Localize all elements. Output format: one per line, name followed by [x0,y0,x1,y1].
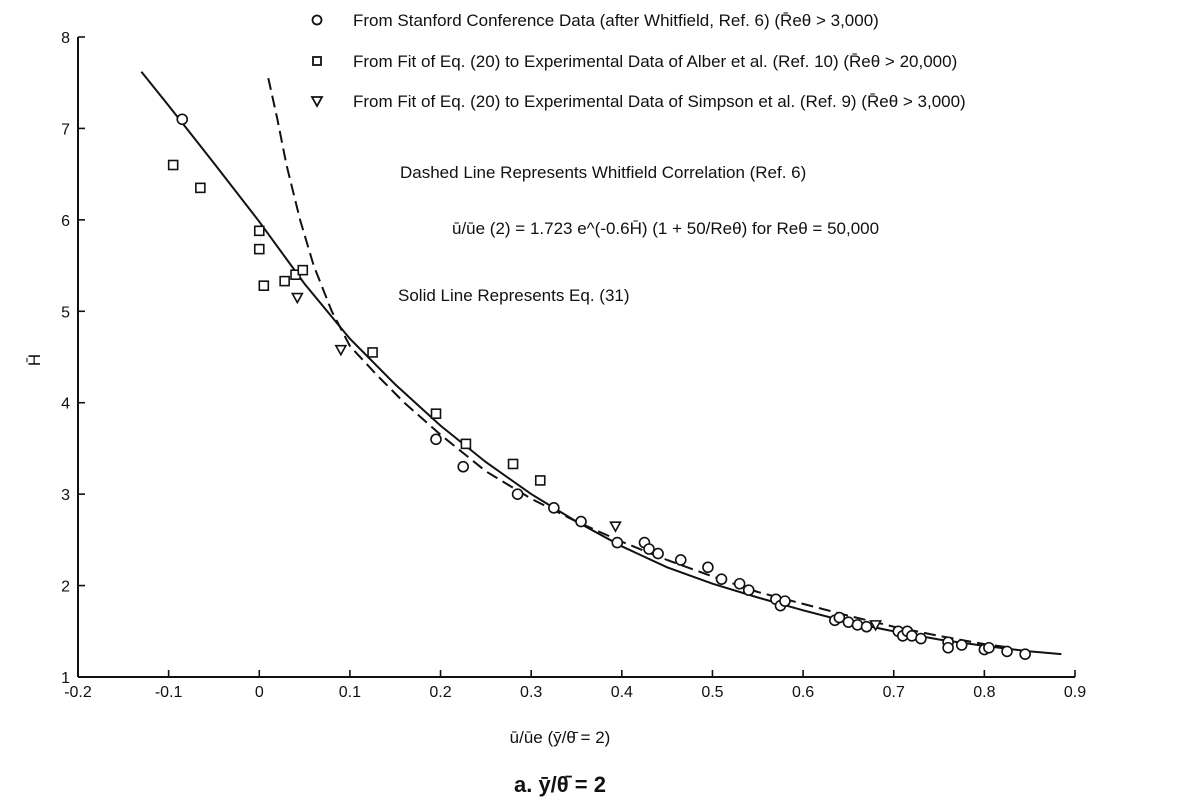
legend-entry-alber: From Fit of Eq. (20) to Experimental Dat… [353,52,957,71]
solid-line-note: Solid Line Represents Eq. (31) [398,286,630,305]
x-tick-label: -0.2 [64,684,92,701]
x-tick-label: 0.2 [429,684,451,701]
stanford-data-point [860,620,873,633]
x-tick-label: 0.9 [1064,684,1086,701]
whitfield-correlation-line [267,77,1012,649]
whitfield-equation: ū/ūe (2) = 1.723 e^(-0.6H̄) (1 + 50/Reθ)… [452,219,879,238]
alber-data-point [507,458,519,470]
x-tick-label: 0.3 [520,684,542,701]
x-tick-label: 0.5 [701,684,723,701]
legend-entry-simpson: From Fit of Eq. (20) to Experimental Dat… [353,92,966,111]
y-tick-label: 7 [61,121,70,138]
stanford-data-point [611,536,624,549]
data-markers [167,113,1031,660]
stanford-data-point [511,488,524,500]
x-axis-label: ū/ūe (ȳ/θ̄ = 2) [510,728,611,747]
alber-data-point [253,243,265,255]
alber-data-point [279,275,290,287]
dashed-line-note: Dashed Line Represents Whitfield Correla… [400,163,806,182]
alber-data-point [195,182,206,194]
stanford-data-point [702,561,714,574]
stanford-data-point [548,502,560,514]
x-tick-label: -0.1 [155,684,183,701]
stanford-data-point [674,554,687,566]
alber-data-point [430,408,442,419]
y-axis-label: H̄ [25,354,44,366]
alber-data-point [297,264,309,276]
stanford-data-point [715,573,728,585]
x-tick-label: 0.1 [339,684,361,701]
y-tick-label: 4 [61,396,70,413]
stanford-data-point [430,433,442,446]
figure-caption: a. ȳ/θ̄ = 2 [514,772,606,797]
stanford-data-point [1001,645,1013,658]
stanford-data-point [1019,648,1031,660]
y-tick-label: 5 [61,304,70,321]
stanford-data-point [742,584,755,596]
y-tick-label: 2 [61,579,70,596]
stanford-data-point [833,611,846,624]
simpson-data-point [334,344,348,357]
alber-data-point [460,438,472,450]
y-tick-label: 3 [61,487,70,504]
alber-data-point [167,159,179,171]
stanford-data-point [643,543,655,555]
stanford-data-point [851,619,864,631]
stanford-data-point [779,595,791,607]
legend-triangle-marker [310,96,324,108]
x-tick-group: -0.2 -0.1 0 0.1 0.2 0.3 0.4 0.5 0.6 0.7 0.8 0.9 [64,670,1086,701]
y-tick-label: 1 [61,670,70,687]
alber-data-point [367,347,378,358]
y-tick-group: 1 2 3 4 5 6 7 8 [61,30,85,687]
alber-data-point [258,280,270,291]
x-tick-label: 0.7 [883,684,905,701]
x-tick-label: 0.8 [973,684,995,701]
legend: From Stanford Conference Data (after Whi… [310,11,966,111]
fit-lines [140,71,1062,656]
y-tick-label: 6 [61,213,70,230]
legend-circle-marker [311,14,323,26]
stanford-data-point [575,515,587,528]
simpson-data-point [869,620,882,632]
alber-data-point [534,475,546,486]
stanford-data-point [652,547,664,560]
stanford-data-point [983,641,995,654]
legend-entry-stanford: From Stanford Conference Data (after Whi… [353,11,879,30]
stanford-data-point [942,641,954,654]
simpson-data-point [290,292,304,305]
x-tick-label: 0 [255,684,264,701]
x-tick-label: 0.4 [611,684,633,701]
x-tick-label: 0.6 [792,684,814,701]
stanford-data-point [457,460,470,473]
eq-31-solid-line [140,71,1062,656]
stanford-data-point [915,632,927,645]
legend-square-marker [312,56,322,66]
y-tick-label: 8 [61,30,70,47]
alber-data-point [253,225,265,237]
simpson-data-point [609,521,622,533]
stanford-data-point [733,577,746,590]
stanford-data-point [955,639,968,651]
stanford-data-point [176,113,189,126]
